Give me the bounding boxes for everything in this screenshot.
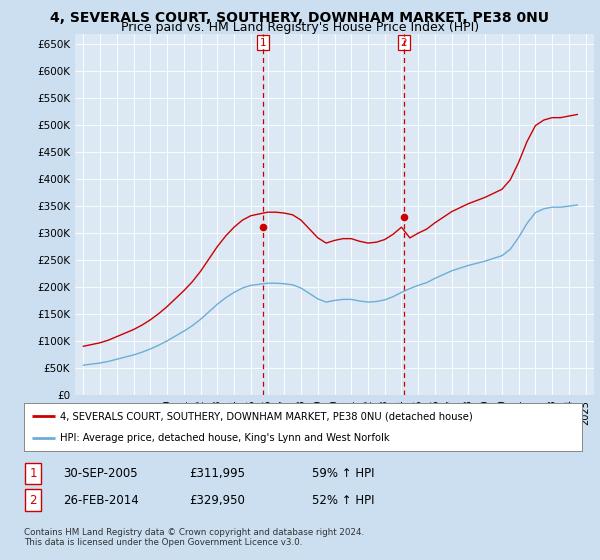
Text: Contains HM Land Registry data © Crown copyright and database right 2024.
This d: Contains HM Land Registry data © Crown c… xyxy=(24,528,364,547)
Text: 1: 1 xyxy=(29,466,37,480)
Text: 4, SEVERALS COURT, SOUTHERY, DOWNHAM MARKET, PE38 0NU (detached house): 4, SEVERALS COURT, SOUTHERY, DOWNHAM MAR… xyxy=(60,411,473,421)
Text: £329,950: £329,950 xyxy=(189,493,245,507)
Text: 30-SEP-2005: 30-SEP-2005 xyxy=(63,466,137,480)
Text: 4, SEVERALS COURT, SOUTHERY, DOWNHAM MARKET, PE38 0NU: 4, SEVERALS COURT, SOUTHERY, DOWNHAM MAR… xyxy=(50,11,550,25)
Text: 52% ↑ HPI: 52% ↑ HPI xyxy=(312,493,374,507)
Text: £311,995: £311,995 xyxy=(189,466,245,480)
Point xyxy=(399,212,409,221)
Text: 1: 1 xyxy=(260,38,266,48)
Text: Price paid vs. HM Land Registry's House Price Index (HPI): Price paid vs. HM Land Registry's House … xyxy=(121,21,479,34)
Text: 2: 2 xyxy=(401,38,407,48)
Text: HPI: Average price, detached house, King's Lynn and West Norfolk: HPI: Average price, detached house, King… xyxy=(60,433,390,443)
Point xyxy=(259,222,268,231)
Text: 59% ↑ HPI: 59% ↑ HPI xyxy=(312,466,374,480)
Text: 2: 2 xyxy=(29,493,37,507)
Text: 26-FEB-2014: 26-FEB-2014 xyxy=(63,493,139,507)
